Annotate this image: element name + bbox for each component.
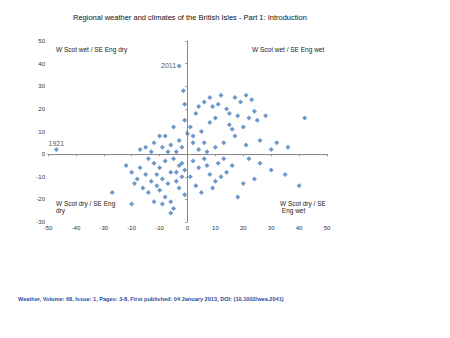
svg-text:0: 0 (186, 225, 190, 231)
svg-text:10: 10 (212, 225, 219, 231)
svg-text:dry: dry (56, 207, 66, 215)
svg-text:W Scot wet / SE Eng dry: W Scot wet / SE Eng dry (56, 46, 128, 54)
svg-text:40: 40 (38, 61, 45, 67)
svg-text:10: 10 (38, 129, 45, 135)
svg-text:1921: 1921 (49, 140, 65, 147)
svg-text:W Scot dry / SE Eng: W Scot dry / SE Eng (56, 200, 117, 208)
svg-text:-10: -10 (155, 225, 164, 231)
svg-text:50: 50 (38, 38, 45, 44)
svg-text:30: 30 (38, 83, 45, 89)
svg-text:2011: 2011 (161, 62, 176, 69)
svg-text:Eng wet: Eng wet (280, 207, 305, 215)
svg-text:-40: -40 (72, 225, 81, 231)
svg-text:W Scot dry / SE: W Scot dry / SE (280, 200, 326, 207)
svg-text:-50: -50 (44, 225, 53, 231)
svg-text:20: 20 (38, 106, 45, 112)
svg-text:-10: -10 (36, 174, 45, 180)
svg-text:0: 0 (42, 151, 46, 157)
svg-text:Regional weather and climates: Regional weather and climates of the Bri… (73, 13, 307, 22)
svg-text:-30: -30 (99, 225, 108, 231)
svg-text:50: 50 (324, 225, 331, 231)
svg-text:20: 20 (240, 225, 247, 231)
svg-text:-30: -30 (36, 219, 45, 225)
svg-text:30: 30 (268, 225, 275, 231)
svg-text:Weather, Volume: 68, Issue: 1,: Weather, Volume: 68, Issue: 1, Pages: 3-… (18, 296, 284, 302)
svg-text:-20: -20 (36, 196, 45, 202)
svg-text:W Scot wet / SE Eng wet: W Scot wet / SE Eng wet (252, 46, 324, 54)
svg-text:-20: -20 (127, 225, 136, 231)
svg-text:40: 40 (296, 225, 303, 231)
